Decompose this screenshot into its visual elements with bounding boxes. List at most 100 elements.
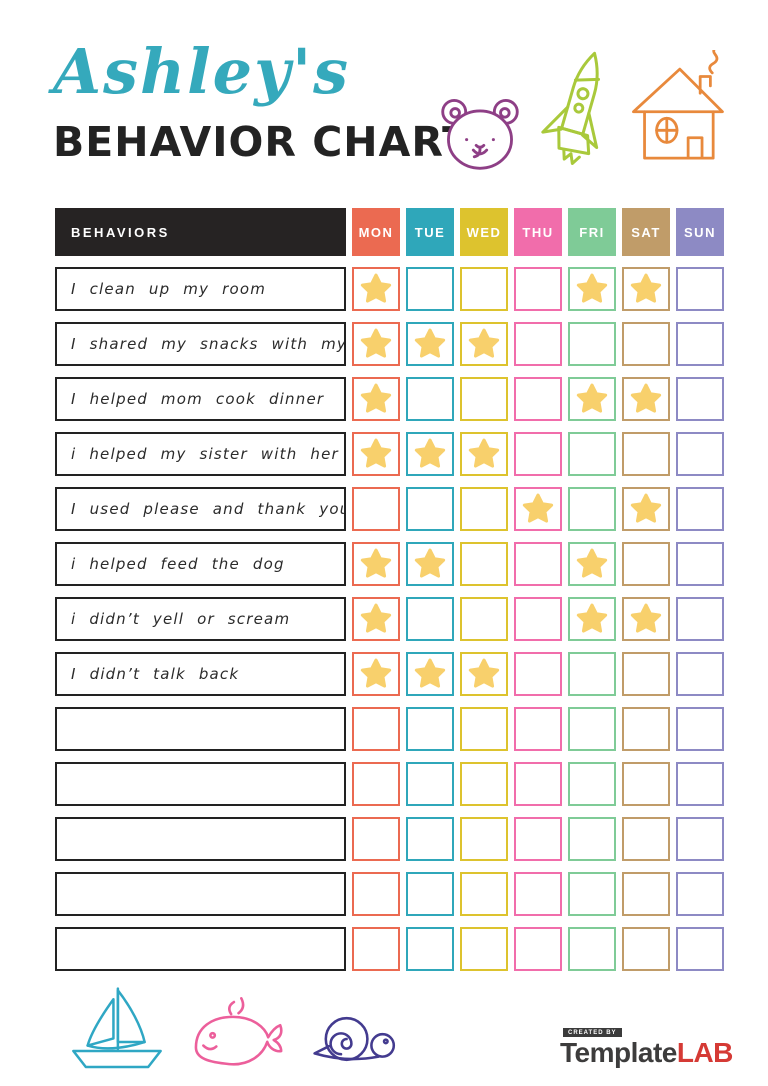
star-cell-row-5-sun[interactable]	[676, 487, 724, 531]
star-cell-row-5-wed[interactable]	[460, 487, 508, 531]
star-cell-row-6-mon[interactable]	[352, 542, 400, 586]
star-cell-row-1-wed[interactable]	[460, 267, 508, 311]
star-cell-row-5-mon[interactable]	[352, 487, 400, 531]
star-icon	[468, 328, 500, 358]
star-cell-row-13-sun[interactable]	[676, 927, 724, 971]
star-cell-row-12-wed[interactable]	[460, 872, 508, 916]
star-cell-row-3-tue[interactable]	[406, 377, 454, 421]
star-cell-row-9-sat[interactable]	[622, 707, 670, 751]
star-cell-row-4-thu[interactable]	[514, 432, 562, 476]
star-cell-row-9-tue[interactable]	[406, 707, 454, 751]
star-icon	[576, 548, 608, 578]
star-cell-row-9-thu[interactable]	[514, 707, 562, 751]
star-cell-row-3-sat[interactable]	[622, 377, 670, 421]
star-cell-row-12-sun[interactable]	[676, 872, 724, 916]
star-cell-row-11-sat[interactable]	[622, 817, 670, 861]
sailboat-icon	[68, 980, 166, 1072]
star-cell-row-10-thu[interactable]	[514, 762, 562, 806]
star-cell-row-11-thu[interactable]	[514, 817, 562, 861]
star-cell-row-8-thu[interactable]	[514, 652, 562, 696]
star-cell-row-4-wed[interactable]	[460, 432, 508, 476]
star-cell-row-8-sat[interactable]	[622, 652, 670, 696]
star-cell-row-7-fri[interactable]	[568, 597, 616, 641]
star-cell-row-10-tue[interactable]	[406, 762, 454, 806]
star-cell-row-1-sat[interactable]	[622, 267, 670, 311]
star-cell-row-11-mon[interactable]	[352, 817, 400, 861]
star-cell-row-12-fri[interactable]	[568, 872, 616, 916]
star-cell-row-10-mon[interactable]	[352, 762, 400, 806]
star-cell-row-5-thu[interactable]	[514, 487, 562, 531]
star-cell-row-4-fri[interactable]	[568, 432, 616, 476]
star-cell-row-10-sat[interactable]	[622, 762, 670, 806]
star-cell-row-3-sun[interactable]	[676, 377, 724, 421]
star-cell-row-1-thu[interactable]	[514, 267, 562, 311]
star-cell-row-12-tue[interactable]	[406, 872, 454, 916]
star-cell-row-1-fri[interactable]	[568, 267, 616, 311]
star-cell-row-11-tue[interactable]	[406, 817, 454, 861]
star-cell-row-1-tue[interactable]	[406, 267, 454, 311]
star-icon	[360, 273, 392, 303]
star-cell-row-9-fri[interactable]	[568, 707, 616, 751]
star-cell-row-8-fri[interactable]	[568, 652, 616, 696]
star-cell-row-13-thu[interactable]	[514, 927, 562, 971]
star-cell-row-9-sun[interactable]	[676, 707, 724, 751]
star-cell-row-10-fri[interactable]	[568, 762, 616, 806]
star-cell-row-13-mon[interactable]	[352, 927, 400, 971]
star-cell-row-13-sat[interactable]	[622, 927, 670, 971]
star-cell-row-6-thu[interactable]	[514, 542, 562, 586]
star-cell-row-4-tue[interactable]	[406, 432, 454, 476]
star-cell-row-11-fri[interactable]	[568, 817, 616, 861]
star-cell-row-12-mon[interactable]	[352, 872, 400, 916]
star-cell-row-6-tue[interactable]	[406, 542, 454, 586]
star-cell-row-2-sat[interactable]	[622, 322, 670, 366]
star-cell-row-2-wed[interactable]	[460, 322, 508, 366]
star-cell-row-6-sun[interactable]	[676, 542, 724, 586]
star-cell-row-5-fri[interactable]	[568, 487, 616, 531]
star-cell-row-3-mon[interactable]	[352, 377, 400, 421]
star-cell-row-13-fri[interactable]	[568, 927, 616, 971]
star-cell-row-2-mon[interactable]	[352, 322, 400, 366]
star-cell-row-11-wed[interactable]	[460, 817, 508, 861]
star-cell-row-9-mon[interactable]	[352, 707, 400, 751]
behavior-label-row-4: i helped my sister with her homework	[55, 432, 346, 476]
star-cell-row-1-mon[interactable]	[352, 267, 400, 311]
star-cell-row-8-sun[interactable]	[676, 652, 724, 696]
star-cell-row-6-wed[interactable]	[460, 542, 508, 586]
star-cell-row-3-fri[interactable]	[568, 377, 616, 421]
star-cell-row-13-tue[interactable]	[406, 927, 454, 971]
star-cell-row-7-sat[interactable]	[622, 597, 670, 641]
star-cell-row-7-tue[interactable]	[406, 597, 454, 641]
star-cell-row-12-sat[interactable]	[622, 872, 670, 916]
star-cell-row-13-wed[interactable]	[460, 927, 508, 971]
star-cell-row-2-thu[interactable]	[514, 322, 562, 366]
star-cell-row-3-thu[interactable]	[514, 377, 562, 421]
star-cell-row-8-tue[interactable]	[406, 652, 454, 696]
star-cell-row-5-sat[interactable]	[622, 487, 670, 531]
star-cell-row-8-mon[interactable]	[352, 652, 400, 696]
star-cell-row-7-thu[interactable]	[514, 597, 562, 641]
star-cell-row-4-sat[interactable]	[622, 432, 670, 476]
star-cell-row-2-tue[interactable]	[406, 322, 454, 366]
star-cell-row-10-wed[interactable]	[460, 762, 508, 806]
star-cell-row-1-sun[interactable]	[676, 267, 724, 311]
star-cell-row-4-sun[interactable]	[676, 432, 724, 476]
star-cell-row-5-tue[interactable]	[406, 487, 454, 531]
star-cell-row-3-wed[interactable]	[460, 377, 508, 421]
star-cell-row-10-sun[interactable]	[676, 762, 724, 806]
star-cell-row-6-sat[interactable]	[622, 542, 670, 586]
star-cell-row-7-wed[interactable]	[460, 597, 508, 641]
star-cell-row-11-sun[interactable]	[676, 817, 724, 861]
behavior-label-row-3: I helped mom cook dinner	[55, 377, 346, 421]
star-cell-row-9-wed[interactable]	[460, 707, 508, 751]
star-cell-row-12-thu[interactable]	[514, 872, 562, 916]
star-cell-row-4-mon[interactable]	[352, 432, 400, 476]
star-cell-row-6-fri[interactable]	[568, 542, 616, 586]
star-icon	[414, 328, 446, 358]
star-cell-row-2-sun[interactable]	[676, 322, 724, 366]
star-cell-row-7-sun[interactable]	[676, 597, 724, 641]
star-cell-row-7-mon[interactable]	[352, 597, 400, 641]
whale-icon	[180, 990, 298, 1078]
star-cell-row-8-wed[interactable]	[460, 652, 508, 696]
star-cell-row-2-fri[interactable]	[568, 322, 616, 366]
behavior-label-row-12	[55, 872, 346, 916]
